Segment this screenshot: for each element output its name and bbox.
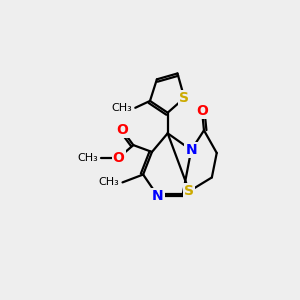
Text: CH₃: CH₃	[77, 153, 98, 163]
Text: CH₃: CH₃	[99, 177, 120, 188]
Text: O: O	[196, 104, 208, 118]
Text: CH₃: CH₃	[112, 103, 132, 113]
Text: O: O	[117, 123, 128, 137]
Text: S: S	[179, 91, 189, 105]
Text: N: N	[152, 189, 164, 203]
Text: S: S	[184, 184, 194, 198]
Text: O: O	[113, 151, 124, 165]
Text: N: N	[185, 143, 197, 157]
